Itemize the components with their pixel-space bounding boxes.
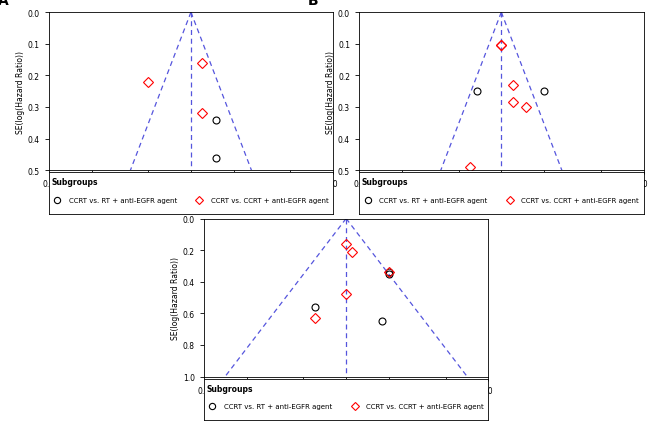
Y-axis label: SE(log(Hazard Ratio)): SE(log(Hazard Ratio)) bbox=[326, 50, 335, 134]
Text: CCRT vs. RT + anti-EGFR agent: CCRT vs. RT + anti-EGFR agent bbox=[379, 197, 488, 203]
X-axis label: Hazard Ratio: Hazard Ratio bbox=[319, 396, 373, 405]
X-axis label: Hazard Ratio: Hazard Ratio bbox=[474, 190, 528, 199]
Text: Subgroups: Subgroups bbox=[207, 384, 254, 393]
Text: A: A bbox=[0, 0, 8, 8]
Text: Subgroups: Subgroups bbox=[51, 178, 98, 187]
Y-axis label: SE(log(Hazard Ratio)): SE(log(Hazard Ratio)) bbox=[171, 256, 180, 339]
Text: Subgroups: Subgroups bbox=[362, 178, 408, 187]
Y-axis label: SE(log(Hazard Ratio)): SE(log(Hazard Ratio)) bbox=[16, 50, 25, 134]
Text: C: C bbox=[153, 200, 163, 214]
Text: B: B bbox=[308, 0, 318, 8]
Text: CCRT vs. CCRT + anti-EGFR agent: CCRT vs. CCRT + anti-EGFR agent bbox=[211, 197, 329, 203]
Text: CCRT vs. CCRT + anti-EGFR agent: CCRT vs. CCRT + anti-EGFR agent bbox=[366, 403, 484, 409]
Text: CCRT vs. CCRT + anti-EGFR agent: CCRT vs. CCRT + anti-EGFR agent bbox=[521, 197, 639, 203]
Text: CCRT vs. RT + anti-EGFR agent: CCRT vs. RT + anti-EGFR agent bbox=[224, 403, 332, 409]
X-axis label: Hazard Ratio: Hazard Ratio bbox=[164, 190, 218, 199]
Text: CCRT vs. RT + anti-EGFR agent: CCRT vs. RT + anti-EGFR agent bbox=[69, 197, 177, 203]
